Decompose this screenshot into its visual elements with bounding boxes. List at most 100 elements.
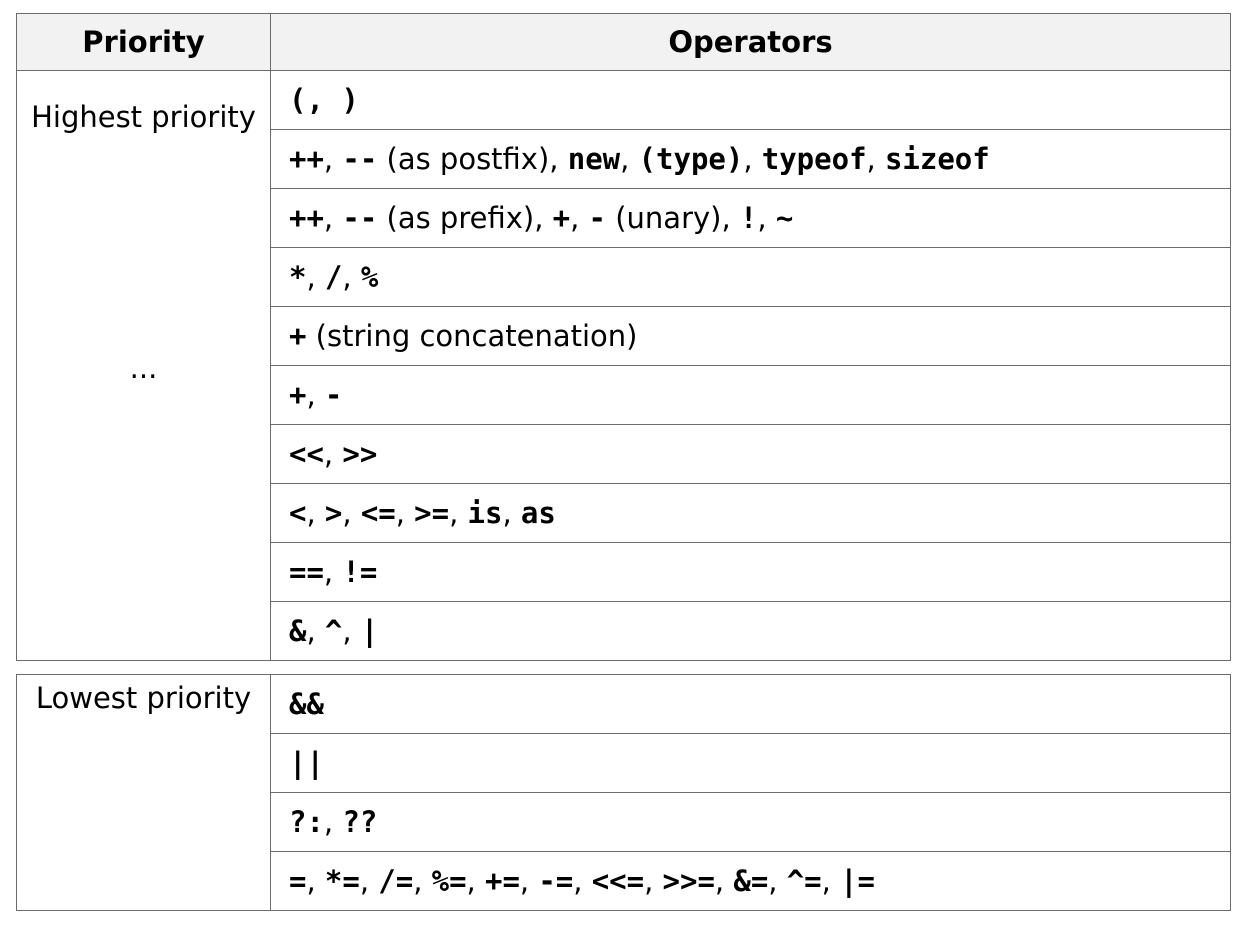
operator-description: , — [306, 260, 325, 294]
priority-column-header: Priority — [16, 13, 271, 71]
operators-cell: ?:, ?? — [270, 792, 1231, 852]
operator-token: *= — [324, 864, 360, 898]
priority-label-lowest: Lowest priority — [35, 681, 252, 715]
table-row: *, /, % — [17, 247, 1231, 307]
operator-token: -- — [342, 142, 378, 176]
operator-description: (as postfix), — [377, 142, 568, 176]
operator-description: , — [449, 496, 468, 530]
operator-description: , — [570, 201, 589, 235]
operator-description: , — [573, 864, 592, 898]
operator-description: , — [413, 864, 432, 898]
top-table-body: Highest priority... (, ) ++, -- (as postfi… — [16, 70, 1231, 661]
operator-token: ?? — [342, 805, 378, 839]
operator-token: (, ) — [289, 83, 359, 117]
operator-description: , — [342, 260, 361, 294]
operator-token: is — [467, 496, 503, 530]
operator-token: + — [289, 378, 307, 412]
operator-description: , — [644, 864, 663, 898]
operator-description: , — [306, 496, 325, 530]
operator-token: += — [484, 864, 520, 898]
operator-description: , — [502, 496, 521, 530]
operator-token: -= — [538, 864, 574, 898]
operator-token: - — [588, 201, 607, 235]
operator-description: (string concatenation) — [306, 319, 638, 353]
operator-token: %= — [431, 864, 467, 898]
operator-description: , — [323, 201, 343, 235]
operators-cell: *, /, % — [270, 247, 1231, 307]
operator-description: , — [620, 142, 639, 176]
operator-description: , — [359, 864, 379, 898]
operators-column-header: Operators — [270, 13, 1231, 71]
operator-token: ?: — [289, 805, 324, 839]
priority-label-highest: Highest priority — [31, 100, 256, 134]
operator-description: , — [519, 864, 539, 898]
operator-token: ^= — [786, 864, 822, 898]
operator-token: (type) — [638, 142, 744, 176]
table-row: ==, != — [17, 542, 1231, 602]
operator-description: , — [306, 614, 325, 648]
table-row: &, ^, | — [17, 601, 1231, 661]
operator-description: , — [306, 378, 325, 412]
operator-description: , — [342, 496, 361, 530]
operator-priority-table-top: Priority Operators Highest priority... (,… — [16, 13, 1231, 661]
operator-token: >= — [414, 496, 450, 530]
operator-description: , — [866, 142, 885, 176]
operator-description: , — [821, 864, 841, 898]
priority-cell-upper: Highest priority... — [16, 70, 271, 661]
operator-description: , — [323, 142, 343, 176]
operator-description: (as prefix), — [377, 201, 553, 235]
operator-description: , — [323, 555, 343, 589]
operator-token: * — [289, 260, 307, 294]
operators-cell: <<, >> — [270, 424, 1231, 484]
operator-token: as — [520, 496, 556, 530]
table-row: + (string concatenation) — [17, 306, 1231, 366]
operator-token: << — [289, 437, 324, 471]
operator-token: = — [289, 864, 307, 898]
operator-token: sizeof — [884, 142, 990, 176]
header-row: Priority Operators — [16, 13, 1231, 71]
table-row: ++, -- (as prefix), +, - (unary), !, ~ — [17, 188, 1231, 248]
operator-token: new — [567, 142, 621, 176]
operator-token: - — [324, 378, 343, 412]
operator-token: != — [342, 555, 378, 589]
operators-cell: ++, -- (as prefix), +, - (unary), !, ~ — [270, 188, 1231, 248]
operator-token: ^ — [324, 614, 343, 648]
table-row: =, *=, /=, %=, +=, -=, <<=, >>=, &=, ^=,… — [17, 851, 1231, 911]
operator-description: , — [395, 496, 415, 530]
operator-description: , — [743, 142, 762, 176]
operator-token: ! — [739, 201, 758, 235]
operator-description: , — [323, 437, 343, 471]
operator-token: |= — [840, 864, 875, 898]
operator-token: &= — [733, 864, 769, 898]
operator-description: , — [757, 201, 776, 235]
operators-cell: (, ) — [270, 70, 1231, 130]
operator-description: , — [768, 864, 787, 898]
operators-cell: <, >, <=, >=, is, as — [270, 483, 1231, 543]
operators-cell: +, - — [270, 365, 1231, 425]
operators-cell: ++, -- (as postfix), new, (type), typeof… — [270, 129, 1231, 189]
operators-cell: || — [270, 733, 1231, 793]
bottom-table-body: Lowest priority && ||?:, ?? =, *=, /=, %=, … — [16, 674, 1231, 911]
table-row: <<, >> — [17, 424, 1231, 484]
table-row: <, >, <=, >=, is, as — [17, 483, 1231, 543]
operator-token: <<= — [591, 864, 645, 898]
operator-token: ++ — [289, 142, 324, 176]
operators-cell: &, ^, | — [270, 601, 1231, 661]
priority-cell-lower: Lowest priority — [16, 674, 271, 911]
operator-token: ~ — [775, 201, 794, 235]
operator-token: + — [552, 201, 571, 235]
operator-token: && — [289, 687, 324, 721]
operator-token: < — [289, 496, 307, 530]
operator-description: (unary), — [606, 201, 740, 235]
operator-token: / — [324, 260, 343, 294]
operator-description: , — [714, 864, 734, 898]
operator-description: , — [323, 805, 343, 839]
operator-token: >>= — [662, 864, 715, 898]
operator-description: , — [306, 864, 325, 898]
table-row: || — [17, 733, 1231, 793]
operator-token: >> — [342, 437, 378, 471]
operator-description: , — [466, 864, 485, 898]
operator-token: -- — [342, 201, 378, 235]
operator-token: <= — [360, 496, 396, 530]
operator-token: | — [360, 614, 379, 648]
